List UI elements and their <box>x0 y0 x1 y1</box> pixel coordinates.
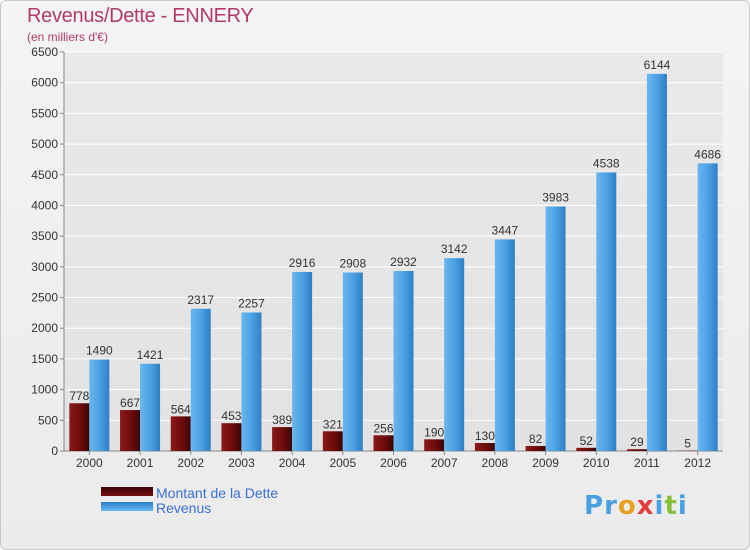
y-tick-label: 6000 <box>31 76 58 90</box>
y-tick-label: 4500 <box>31 168 58 182</box>
data-label-dette: 667 <box>120 396 140 410</box>
y-tick-label: 3500 <box>31 229 58 243</box>
x-tick-label: 2000 <box>76 456 103 470</box>
data-label-dette: 389 <box>272 413 292 427</box>
bar-revenus <box>444 258 465 451</box>
data-label-revenus: 3142 <box>441 242 468 256</box>
bar-revenus <box>494 239 515 451</box>
bar-dette <box>626 449 647 451</box>
bar-revenus <box>292 272 313 451</box>
brand-logo: Proxiti <box>584 491 688 521</box>
y-tick-label: 2500 <box>31 291 58 305</box>
y-tick-label: 3000 <box>31 260 58 274</box>
data-label-revenus: 3447 <box>492 223 519 237</box>
data-label-revenus: 1490 <box>86 344 113 358</box>
bar-dette <box>170 416 191 451</box>
bar-revenus <box>697 163 718 452</box>
brand-letter: P <box>584 491 605 521</box>
x-tick-label: 2011 <box>634 456 660 470</box>
bar-revenus <box>545 206 566 451</box>
bar-dette <box>322 431 343 451</box>
x-tick-label: 2010 <box>583 456 610 470</box>
brand-letter: t <box>664 491 678 521</box>
bar-dette <box>525 445 546 451</box>
data-label-dette: 52 <box>580 434 594 448</box>
data-label-revenus: 1421 <box>137 348 164 362</box>
data-label-dette: 778 <box>69 389 89 403</box>
bar-dette <box>120 410 141 451</box>
data-label-revenus: 2257 <box>238 296 265 310</box>
x-tick-label: 2007 <box>431 456 458 470</box>
bar-revenus <box>596 172 617 451</box>
x-tick-label: 2001 <box>127 456 154 470</box>
bar-dette <box>373 435 394 451</box>
legend-swatch-revenus <box>101 502 153 511</box>
data-label-revenus: 2317 <box>187 293 214 307</box>
chart-subtitle: (en milliers d'€) <box>27 30 108 44</box>
data-label-dette: 29 <box>630 435 644 449</box>
x-tick-label: 2009 <box>532 456 559 470</box>
data-label-dette: 321 <box>323 417 343 431</box>
bar-dette <box>474 443 495 451</box>
x-tick-label: 2002 <box>177 456 204 470</box>
y-tick-label: 6500 <box>31 45 58 59</box>
bar-dette <box>221 423 242 451</box>
x-tick-label: 2008 <box>482 456 509 470</box>
bar-revenus <box>342 272 363 451</box>
y-tick-label: 0 <box>51 444 58 458</box>
data-label-dette: 82 <box>529 432 543 446</box>
data-label-revenus: 2908 <box>339 256 366 270</box>
data-label-revenus: 6144 <box>644 58 671 72</box>
brand-letter: x <box>636 491 655 521</box>
data-label-dette: 190 <box>424 425 444 439</box>
legend-swatch-dette <box>101 487 153 496</box>
y-tick-label: 1500 <box>31 352 58 366</box>
legend-label-revenus: Revenus <box>156 500 212 516</box>
data-label-revenus: 4538 <box>593 156 620 170</box>
x-tick-label: 2003 <box>228 456 255 470</box>
x-tick-label: 2004 <box>279 456 306 470</box>
y-tick-label: 1000 <box>31 383 58 397</box>
data-label-dette: 453 <box>221 409 241 423</box>
bar-dette <box>424 439 445 451</box>
bar-revenus <box>646 73 667 452</box>
data-label-dette: 564 <box>171 402 191 416</box>
y-tick-label: 5500 <box>31 106 58 120</box>
y-tick-label: 500 <box>38 413 58 427</box>
y-tick-label: 2000 <box>31 321 58 335</box>
data-label-revenus: 3983 <box>542 191 569 205</box>
data-label-revenus: 4686 <box>694 147 721 161</box>
bar-dette <box>576 447 597 451</box>
bar-dette <box>69 403 90 451</box>
y-tick-label: 5000 <box>31 137 58 151</box>
bar-revenus <box>140 363 161 451</box>
data-label-revenus: 2916 <box>289 256 316 270</box>
brand-letter: i <box>677 491 688 521</box>
x-tick-label: 2006 <box>380 456 407 470</box>
y-tick-label: 4000 <box>31 198 58 212</box>
brand-letter: o <box>617 491 637 521</box>
bar-dette <box>272 427 293 451</box>
chart-title: Revenus/Dette - ENNERY <box>27 5 254 27</box>
x-tick-label: 2012 <box>684 456 711 470</box>
bar-revenus <box>190 308 211 451</box>
data-label-dette: 5 <box>684 437 691 451</box>
bar-revenus <box>393 271 414 451</box>
data-label-dette: 130 <box>475 429 495 443</box>
data-label-revenus: 2932 <box>390 255 417 269</box>
x-tick-label: 2005 <box>329 456 356 470</box>
data-label-dette: 256 <box>373 421 393 435</box>
legend-label-dette: Montant de la Dette <box>156 485 279 501</box>
bar-revenus <box>89 359 110 451</box>
brand-letter: r <box>604 491 618 521</box>
bar-revenus <box>241 312 262 451</box>
brand-letter: i <box>654 491 665 521</box>
